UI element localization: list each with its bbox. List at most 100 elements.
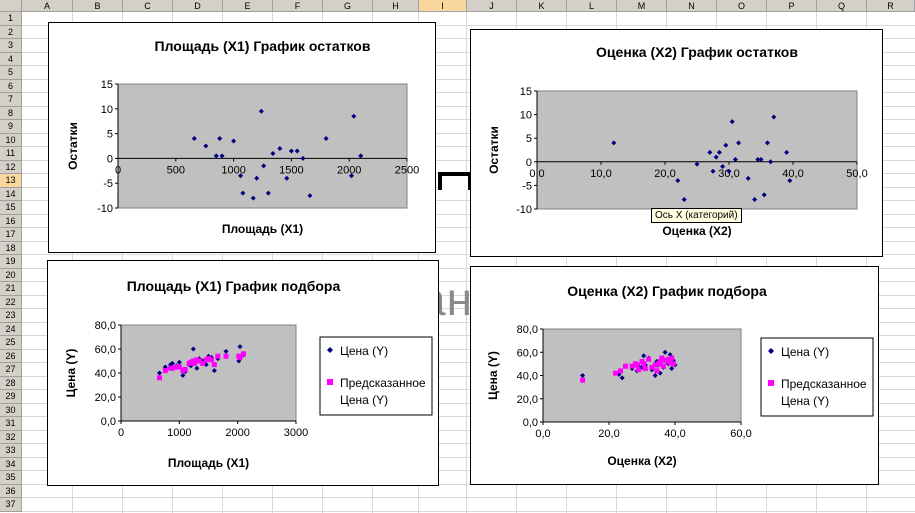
row-gridline	[22, 119, 915, 120]
row-header-16[interactable]: 16	[0, 214, 22, 228]
chart-area-x2-fit[interactable]: Оценка (X2) График подбора 0,0 20,0 40,0 60,…	[470, 266, 879, 485]
data-point-diamond	[265, 190, 271, 196]
row-header-18[interactable]: 18	[0, 241, 22, 255]
y-tick-label: 5	[526, 133, 532, 145]
chart-svg: Площадь (X1) График остатков-10-50510150…	[66, 38, 419, 236]
column-gridline	[616, 12, 617, 513]
row-header-24[interactable]: 24	[0, 322, 22, 336]
column-header-I[interactable]: I	[419, 0, 467, 12]
column-header-B[interactable]: B	[73, 0, 123, 12]
row-header-23[interactable]: 23	[0, 309, 22, 323]
legend-entry-label: Предсказанное	[340, 376, 426, 390]
chart-area-x2-residuals[interactable]: Оценка (X2) График остатков -10 -5 0 5 10 15 0,…	[470, 29, 883, 257]
select-all-corner[interactable]	[0, 0, 22, 12]
x-axis-label: Площадь (X1)	[168, 456, 249, 470]
column-header-G[interactable]: G	[323, 0, 373, 12]
data-point-diamond	[240, 190, 246, 196]
row-header-6[interactable]: 6	[0, 79, 22, 93]
row-header-20[interactable]: 20	[0, 268, 22, 282]
data-point-square	[652, 362, 658, 368]
y-tick-label: 15	[101, 79, 113, 91]
row-gridline	[22, 267, 915, 269]
chart-area-x1-residuals[interactable]: Площадь (X1) График остатков -10 -5 0 5 10 15 0…	[48, 22, 436, 253]
data-point-square	[241, 351, 246, 357]
column-header-H[interactable]: H	[373, 0, 419, 12]
column-header-A[interactable]: A	[22, 0, 73, 12]
data-point-diamond	[619, 375, 625, 381]
data-point-square	[211, 362, 217, 368]
row-header-35[interactable]: 35	[0, 471, 22, 485]
column-header-L[interactable]: L	[567, 0, 617, 12]
row-header-25[interactable]: 25	[0, 336, 22, 350]
data-point-square	[618, 368, 624, 374]
row-header-11[interactable]: 11	[0, 147, 22, 161]
row-header-27[interactable]: 27	[0, 363, 22, 377]
chart-title: Оценка (X2) График остатков	[596, 44, 798, 60]
row-header-29[interactable]: 29	[0, 390, 22, 404]
row-header-26[interactable]: 26	[0, 349, 22, 363]
row-header-15[interactable]: 15	[0, 201, 22, 215]
row-header-33[interactable]: 33	[0, 444, 22, 458]
column-header-M[interactable]: M	[617, 0, 667, 12]
plot-area	[117, 83, 408, 209]
chart-title: Площадь (X1) График подбора	[127, 278, 341, 294]
row-header-17[interactable]: 17	[0, 228, 22, 242]
chart-area-x1-fit[interactable]: Площадь (X1) График подбора 0,0 20,0 40,0 60…	[47, 260, 439, 486]
row-gridline	[22, 483, 915, 485]
data-point-square	[613, 370, 619, 376]
row-header-9[interactable]: 9	[0, 120, 22, 134]
row-header-30[interactable]: 30	[0, 403, 22, 417]
chart-title: Площадь (X1) График остатков	[155, 38, 371, 54]
row-header-14[interactable]: 14	[0, 187, 22, 201]
y-tick-label: 40,0	[95, 368, 116, 380]
data-point-diamond	[254, 175, 260, 181]
y-tick-label: -5	[103, 178, 113, 190]
row-header-1[interactable]: 1	[0, 12, 22, 26]
column-gridline	[466, 12, 467, 513]
data-point-diamond	[191, 136, 197, 142]
row-header-8[interactable]: 8	[0, 106, 22, 120]
row-header-21[interactable]: 21	[0, 282, 22, 296]
row-header-7[interactable]: 7	[0, 93, 22, 107]
x-tick-label: 10,0	[590, 168, 611, 180]
data-point-diamond	[641, 353, 647, 359]
row-header-4[interactable]: 4	[0, 52, 22, 66]
column-header-D[interactable]: D	[173, 0, 223, 12]
row-header-3[interactable]: 3	[0, 39, 22, 53]
y-axis-label: Остатки	[66, 122, 80, 170]
row-header-12[interactable]: 12	[0, 160, 22, 174]
column-header-R[interactable]: R	[867, 0, 915, 12]
row-header-2[interactable]: 2	[0, 25, 22, 39]
row-header-22[interactable]: 22	[0, 295, 22, 309]
row-header-31[interactable]: 31	[0, 417, 22, 431]
column-header-N[interactable]: N	[667, 0, 717, 12]
column-header-O[interactable]: O	[717, 0, 767, 12]
data-point-square	[208, 357, 214, 363]
row-header-28[interactable]: 28	[0, 376, 22, 390]
row-header-10[interactable]: 10	[0, 133, 22, 147]
x-tick-label: 20,0	[654, 168, 675, 180]
column-header-J[interactable]: J	[467, 0, 517, 12]
column-header-E[interactable]: E	[223, 0, 273, 12]
row-gridline	[22, 240, 915, 242]
row-gridline	[22, 281, 915, 282]
legend-entry-label: Цена (Y)	[781, 394, 829, 408]
data-point-diamond	[219, 153, 225, 159]
column-header-K[interactable]: K	[517, 0, 567, 12]
row-header-36[interactable]: 36	[0, 484, 22, 498]
column-header-P[interactable]: P	[767, 0, 817, 12]
column-header-F[interactable]: F	[273, 0, 323, 12]
row-header-37[interactable]: 37	[0, 498, 22, 512]
chart-svg: Оценка (X2) График остатков -10 -5 0 5 10 15 0,…	[487, 44, 868, 238]
legend-marker-square	[768, 380, 774, 386]
row-header-34[interactable]: 34	[0, 457, 22, 471]
row-header-13[interactable]: 13	[0, 174, 22, 188]
data-point-diamond	[217, 136, 223, 142]
data-point-square	[173, 364, 179, 370]
row-header-5[interactable]: 5	[0, 66, 22, 80]
column-header-Q[interactable]: Q	[817, 0, 867, 12]
row-header-32[interactable]: 32	[0, 430, 22, 444]
row-header-19[interactable]: 19	[0, 255, 22, 269]
column-header-C[interactable]: C	[123, 0, 173, 12]
data-point-diamond	[157, 370, 162, 376]
